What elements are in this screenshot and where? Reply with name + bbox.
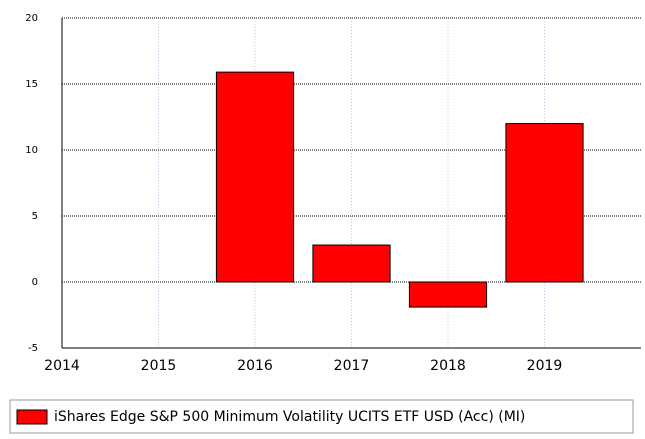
bar: [312, 244, 391, 283]
bar: [505, 123, 584, 283]
x-tick-label: 2017: [334, 358, 370, 374]
x-tick-label: 2015: [141, 358, 177, 374]
x-tick-label: 2016: [237, 358, 273, 374]
x-tick-label: 2014: [44, 358, 80, 374]
y-tick-label: 10: [25, 145, 38, 156]
x-tick-label: 2019: [527, 358, 563, 374]
legend-swatch: [16, 409, 48, 425]
y-tick-label: -5: [28, 343, 38, 354]
legend-box: [9, 399, 634, 434]
y-tick-label: 0: [32, 277, 38, 288]
y-tick-label: 5: [32, 211, 38, 222]
legend-label: iShares Edge S&P 500 Minimum Volatility …: [54, 409, 525, 425]
bar: [408, 281, 488, 308]
y-tick-label: 15: [25, 79, 38, 90]
bar: [215, 71, 295, 283]
y-tick-label: 20: [25, 13, 38, 24]
x-tick-label: 2018: [430, 358, 466, 374]
